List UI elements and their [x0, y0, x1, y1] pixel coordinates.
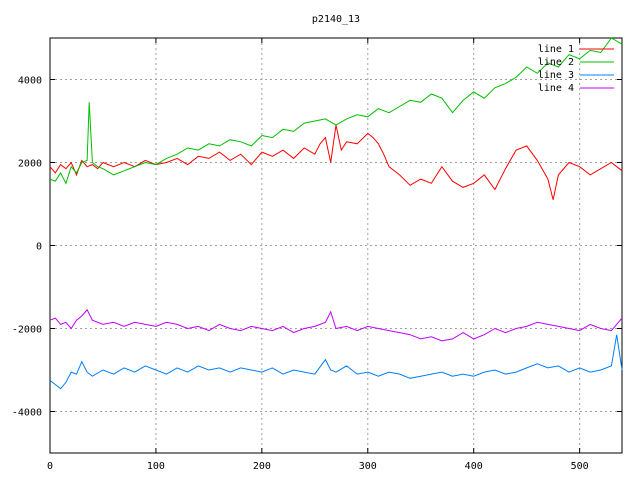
x-tick-label: 0 [47, 461, 53, 472]
y-tick-label: 2000 [18, 159, 42, 170]
x-tick-label: 200 [253, 461, 271, 472]
grid [50, 38, 622, 453]
series-line-3 [49, 334, 623, 390]
y-tick-label: 0 [36, 242, 42, 253]
legend-label-4: line 4 [538, 83, 574, 94]
series-line-4 [49, 308, 623, 342]
y-tick-label: -2000 [12, 325, 42, 336]
legend-label-3: line 3 [538, 70, 574, 81]
x-tick-label: 400 [465, 461, 483, 472]
x-tick-label: 100 [147, 461, 165, 472]
x-tick-label: 500 [571, 461, 589, 472]
series-group [49, 37, 623, 390]
legend-label-1: line 1 [538, 44, 574, 55]
legend-label-2: line 2 [538, 57, 574, 68]
x-tick-label: 300 [359, 461, 377, 472]
series-line-1 [49, 124, 623, 200]
chart-title: p2140_13 [312, 14, 360, 25]
legend: line 1 line 2 line 3 line 4 [538, 44, 614, 94]
y-tick-label: -4000 [12, 408, 42, 419]
y-tick-label: 4000 [18, 76, 42, 87]
axis-ticks: 0 100 200 300 400 500 -4000 -2000 0 2000 4000 [12, 38, 622, 472]
series-line-2 [49, 37, 623, 185]
